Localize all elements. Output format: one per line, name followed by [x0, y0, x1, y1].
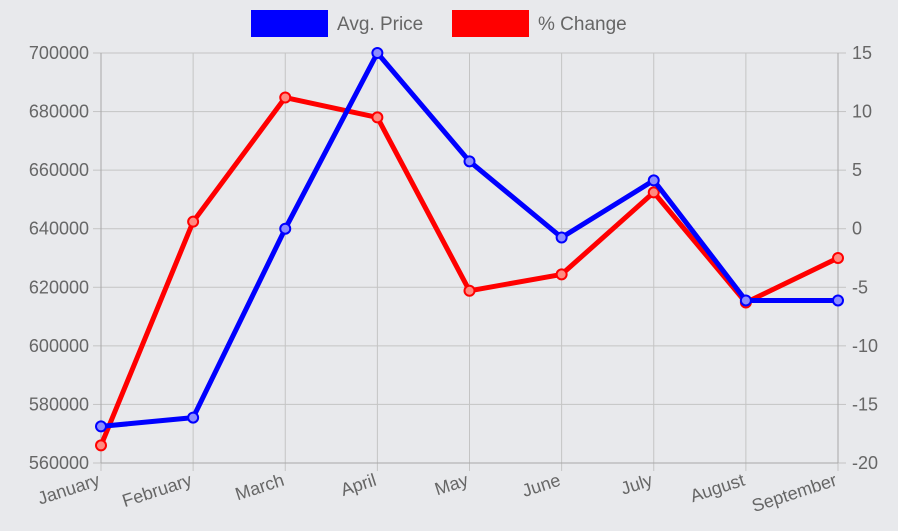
y-right-tick-label: 10: [852, 102, 872, 122]
y-left-tick-label: 680000: [29, 102, 89, 122]
series-lines: [95, 47, 844, 452]
legend-item-pct-change[interactable]: % Change: [452, 10, 627, 37]
y-right-tick-label: 5: [852, 160, 862, 180]
y-left-tick-label: 580000: [29, 394, 89, 414]
legend[interactable]: Avg. Price % Change: [251, 10, 627, 37]
x-tick-label: April: [338, 470, 378, 500]
y-left-tick-label: 620000: [29, 277, 89, 297]
y-right-tick-label: 0: [852, 219, 862, 239]
y-right-tick-label: -20: [852, 453, 878, 473]
data-point-change[interactable]: [95, 439, 107, 452]
y-right-tick-label: 15: [852, 43, 872, 63]
data-point-avg-price[interactable]: [647, 174, 660, 187]
data-point-avg-price[interactable]: [279, 222, 292, 235]
x-tick-label: May: [432, 470, 471, 500]
legend-label-pct-change[interactable]: % Change: [538, 14, 627, 35]
data-point-avg-price[interactable]: [95, 420, 107, 433]
data-point-avg-price[interactable]: [371, 47, 384, 59]
data-point-avg-price[interactable]: [463, 155, 476, 168]
y-left-tick-label: 600000: [29, 336, 89, 356]
y-left-tick-label: 640000: [29, 219, 89, 239]
y-left-tick-label: 560000: [29, 453, 89, 473]
data-point-change[interactable]: [279, 91, 292, 104]
y-left-tick-label: 660000: [29, 160, 89, 180]
data-point-avg-price[interactable]: [555, 231, 568, 244]
legend-swatch-avg-price[interactable]: [251, 10, 328, 37]
data-point-change[interactable]: [647, 186, 660, 199]
x-tick-label: August: [688, 470, 747, 506]
legend-label-avg-price[interactable]: Avg. Price: [337, 14, 423, 35]
x-tick-label: February: [120, 470, 195, 511]
data-point-avg-price[interactable]: [832, 294, 844, 307]
data-point-avg-price[interactable]: [187, 411, 200, 424]
y-right-tick-label: -15: [852, 394, 878, 414]
legend-swatch-pct-change[interactable]: [452, 10, 529, 37]
legend-item-avg-price[interactable]: Avg. Price: [251, 10, 423, 37]
x-tick-label: January: [35, 470, 102, 509]
data-point-change[interactable]: [832, 252, 844, 264]
x-tick-label: March: [233, 470, 287, 504]
grid: [100, 52, 839, 471]
x-tick-label: September: [749, 470, 839, 516]
data-point-avg-price[interactable]: [739, 294, 752, 307]
data-point-change[interactable]: [463, 284, 476, 297]
y-right-tick-label: -10: [852, 336, 878, 356]
y-left-tick-label: 700000: [29, 43, 89, 63]
y-right-tick-label: -5: [852, 277, 868, 297]
axes: 700000 15 680000 10 660000 5 640000 0 620000 -5 60…: [29, 43, 878, 516]
x-tick-label: June: [520, 470, 563, 501]
x-tick-label: July: [618, 470, 655, 499]
data-point-change[interactable]: [371, 111, 384, 124]
data-point-change[interactable]: [187, 215, 200, 228]
data-point-change[interactable]: [555, 268, 568, 281]
